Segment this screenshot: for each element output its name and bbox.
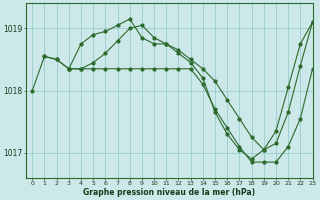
X-axis label: Graphe pression niveau de la mer (hPa): Graphe pression niveau de la mer (hPa)	[83, 188, 255, 197]
